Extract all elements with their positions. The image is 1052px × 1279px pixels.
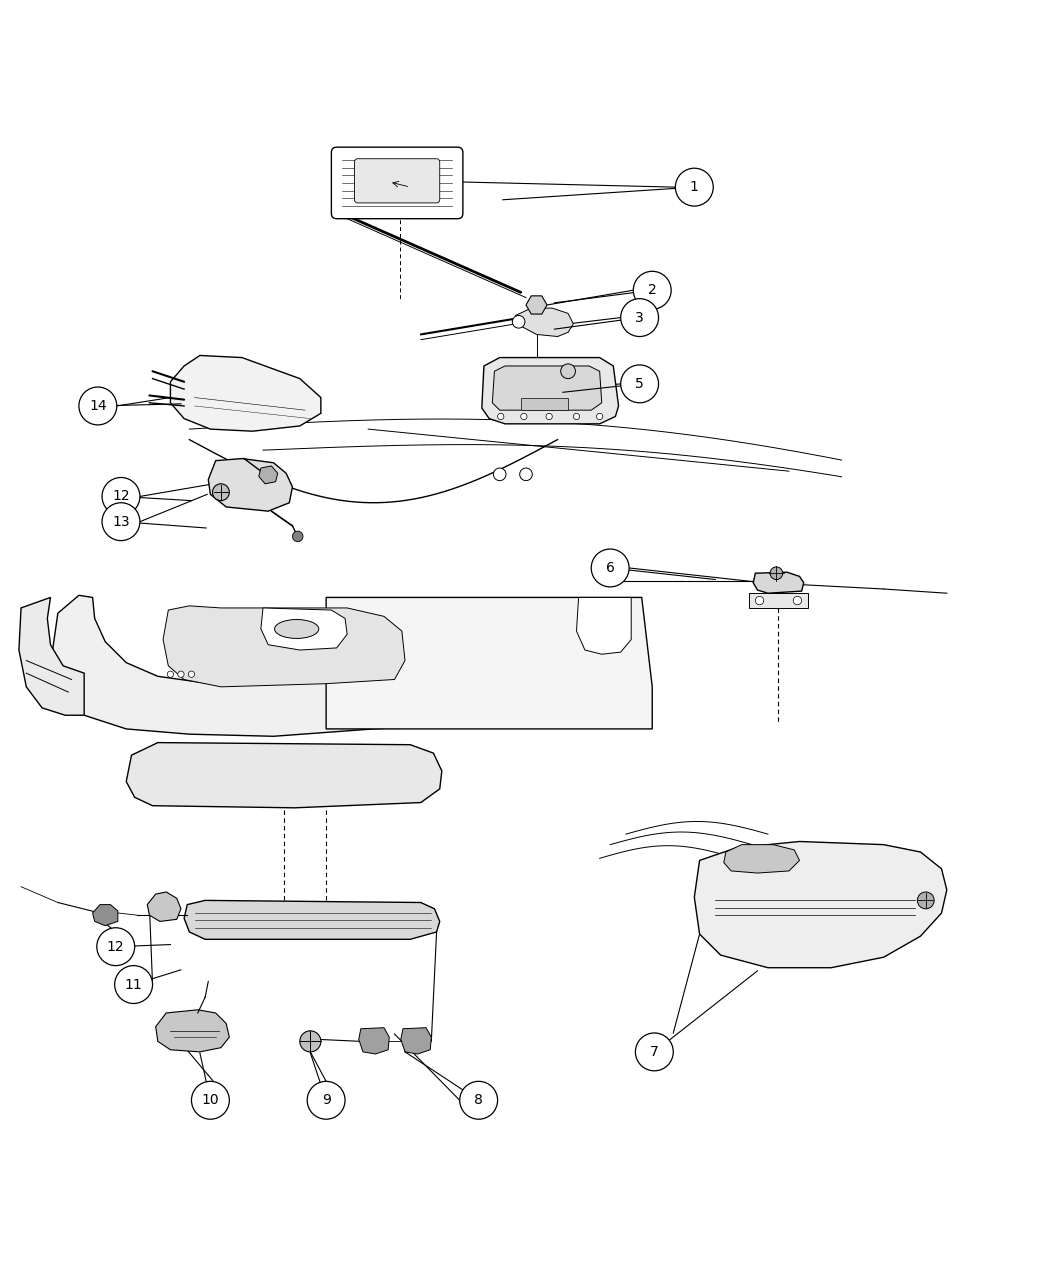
Text: 6: 6 [606,561,614,576]
Polygon shape [53,595,442,737]
Text: 3: 3 [635,311,644,325]
Circle shape [635,1033,673,1071]
Polygon shape [753,572,804,593]
Circle shape [917,891,934,909]
Circle shape [621,299,659,336]
Text: 10: 10 [202,1094,219,1108]
Circle shape [596,413,603,420]
Circle shape [97,927,135,966]
Circle shape [573,413,580,420]
Circle shape [521,413,527,420]
Text: 9: 9 [322,1094,330,1108]
Circle shape [300,1031,321,1051]
Circle shape [546,413,552,420]
Circle shape [493,468,506,481]
Text: 13: 13 [113,514,129,528]
Circle shape [512,316,525,329]
Circle shape [292,531,303,542]
Text: 12: 12 [113,490,129,504]
Circle shape [178,671,184,678]
Polygon shape [694,842,947,968]
Circle shape [79,388,117,425]
Polygon shape [492,366,602,411]
Text: 14: 14 [89,399,106,413]
Circle shape [167,671,174,678]
Polygon shape [147,891,181,921]
Text: 5: 5 [635,377,644,391]
Circle shape [591,549,629,587]
Polygon shape [515,308,573,336]
Circle shape [307,1081,345,1119]
Polygon shape [19,597,84,715]
Polygon shape [724,844,800,874]
Polygon shape [184,900,440,939]
Polygon shape [401,1028,431,1054]
Polygon shape [521,398,568,411]
FancyBboxPatch shape [331,147,463,219]
Polygon shape [93,904,118,926]
Circle shape [755,596,764,605]
Circle shape [115,966,153,1004]
Text: 12: 12 [107,940,124,954]
Circle shape [460,1081,498,1119]
Polygon shape [259,466,278,483]
Circle shape [188,671,195,678]
Polygon shape [576,597,631,655]
Polygon shape [526,295,547,315]
Circle shape [621,365,659,403]
Circle shape [633,271,671,310]
Circle shape [102,477,140,515]
Ellipse shape [275,619,319,638]
FancyBboxPatch shape [355,159,440,203]
Polygon shape [749,593,808,608]
Polygon shape [359,1028,389,1054]
Circle shape [213,483,229,500]
Polygon shape [482,358,619,423]
Circle shape [520,468,532,481]
Circle shape [561,365,575,379]
Text: 7: 7 [650,1045,659,1059]
Polygon shape [170,356,321,431]
Text: 1: 1 [690,180,699,194]
Circle shape [191,1081,229,1119]
Circle shape [770,567,783,579]
Polygon shape [326,597,652,729]
Circle shape [498,413,504,420]
Polygon shape [163,606,405,687]
Text: 8: 8 [474,1094,483,1108]
Circle shape [675,169,713,206]
Text: 11: 11 [125,977,142,991]
Polygon shape [208,459,292,512]
Polygon shape [261,608,347,650]
Circle shape [102,503,140,541]
Text: 2: 2 [648,283,656,297]
Circle shape [793,596,802,605]
Polygon shape [126,743,442,808]
Polygon shape [156,1010,229,1051]
